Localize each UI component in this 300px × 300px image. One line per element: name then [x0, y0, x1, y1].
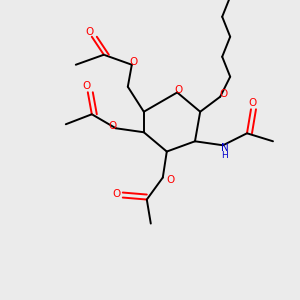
Text: O: O	[219, 89, 227, 99]
Text: O: O	[86, 27, 94, 37]
Text: N: N	[221, 143, 229, 153]
Text: O: O	[174, 85, 182, 95]
Text: O: O	[167, 175, 175, 184]
Text: O: O	[109, 121, 117, 131]
Text: O: O	[83, 81, 91, 91]
Text: O: O	[249, 98, 257, 108]
Text: O: O	[113, 188, 121, 199]
Text: H: H	[222, 151, 228, 160]
Text: O: O	[130, 57, 138, 67]
